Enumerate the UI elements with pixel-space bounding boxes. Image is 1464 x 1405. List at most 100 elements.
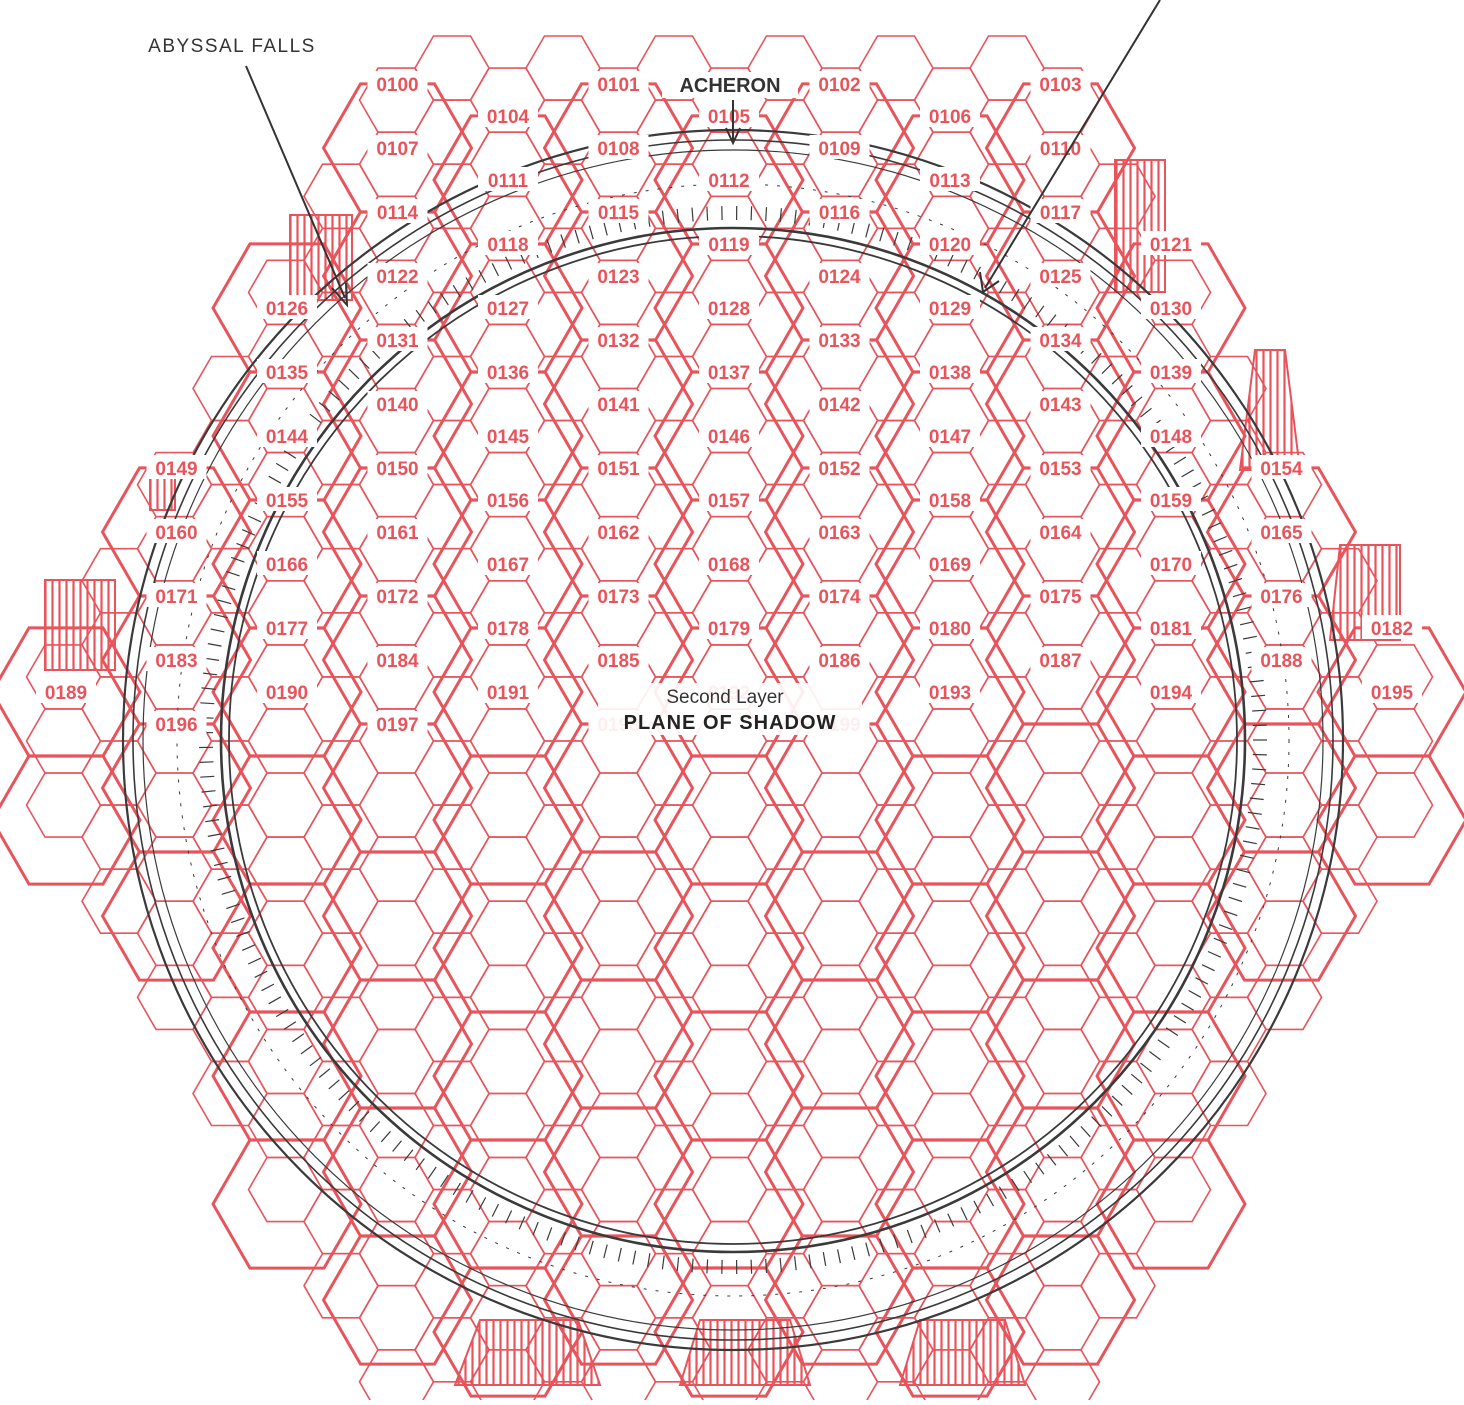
- hex-number-label: 0135: [266, 363, 309, 384]
- falls-tick: [618, 1248, 621, 1262]
- hex-cell: [193, 1061, 267, 1125]
- large-hex: [1097, 884, 1245, 1012]
- hex-cell: [27, 773, 101, 837]
- hex-number-label: 0163: [818, 523, 860, 544]
- falls-tick: [1092, 1117, 1102, 1127]
- hex-cell: [637, 741, 711, 805]
- falls-tick: [1219, 925, 1232, 930]
- hex-number-label: 0149: [155, 459, 197, 480]
- large-hex: [766, 852, 914, 980]
- hex-cell: [915, 837, 989, 901]
- hex-number-label: 0155: [266, 491, 309, 512]
- hex-cell: [1248, 901, 1322, 965]
- hex-cell: [637, 1126, 711, 1190]
- hex-number-label: 0112: [708, 171, 749, 192]
- hex-cell: [360, 901, 434, 965]
- hex-cell: [471, 901, 545, 965]
- hex-cell: [1081, 741, 1155, 805]
- falls-tick: [1059, 1145, 1068, 1156]
- hex-number-label: 0140: [376, 395, 418, 416]
- hex-cell: [471, 1094, 545, 1158]
- falls-tick: [1149, 1052, 1160, 1060]
- falls-tick: [381, 1131, 390, 1142]
- hex-cell: [415, 805, 489, 869]
- large-hex: [434, 1012, 582, 1140]
- hex-number-label: 0196: [155, 715, 197, 736]
- hex-number-label: 0119: [708, 235, 749, 256]
- hex-cell: [138, 901, 212, 965]
- hex-number-label: 0178: [487, 619, 529, 640]
- hex-number-label: 0106: [929, 107, 971, 128]
- hex-cell: [1081, 869, 1155, 933]
- hex-cell: [748, 1061, 822, 1125]
- hex-number-label: 0132: [597, 331, 639, 352]
- falls-tick: [1250, 681, 1264, 683]
- hex-number-label: 0118: [487, 235, 528, 256]
- hex-number-label: 0109: [818, 139, 860, 160]
- hex-number-label: 0171: [155, 587, 198, 608]
- falls-tick: [1081, 1126, 1090, 1136]
- falls-tick: [226, 571, 239, 576]
- falls-tick: [292, 1034, 304, 1042]
- hex-number-label: 0100: [376, 75, 418, 96]
- hex-cell: [1026, 1350, 1100, 1400]
- hex-number-label: 0122: [376, 267, 418, 288]
- falls-tick: [269, 997, 281, 1004]
- falls-tick: [284, 1022, 296, 1030]
- hex-cell: [859, 1126, 933, 1190]
- hex-number-label: 0146: [708, 427, 750, 448]
- falls-tick: [852, 1246, 855, 1260]
- large-hex: [655, 1012, 803, 1140]
- falls-tick: [1024, 1171, 1032, 1183]
- hex-number-label: 0152: [818, 459, 860, 480]
- hex-number-label: 0102: [818, 75, 860, 96]
- large-hex: [655, 884, 803, 1012]
- hex-number-label: 0136: [487, 363, 529, 384]
- hex-cell: [804, 837, 878, 901]
- hex-number-label: 0157: [708, 491, 750, 512]
- hex-number-label: 0142: [818, 395, 860, 416]
- falls-tick: [823, 1252, 825, 1266]
- falls-tick: [218, 600, 232, 604]
- hex-cell: [970, 677, 1044, 741]
- falls-tick: [1158, 1040, 1170, 1048]
- hex-cell: [1248, 773, 1322, 837]
- center-label-layer: Second Layer: [666, 687, 784, 708]
- hex-number-label: 0144: [266, 427, 309, 448]
- falls-tick: [1182, 470, 1194, 477]
- hex-number-label: 0175: [1039, 587, 1082, 608]
- hex-number-label: 0173: [597, 587, 639, 608]
- falls-tick: [907, 1230, 912, 1243]
- hex-number-label: 0187: [1039, 651, 1081, 672]
- falls-tick: [766, 207, 767, 221]
- falls-tick: [1202, 965, 1215, 971]
- hex-cell: [637, 933, 711, 997]
- falls-tick: [589, 226, 593, 240]
- hex-cell: [748, 741, 822, 805]
- hex-cell: [1026, 1286, 1100, 1350]
- large-hex: [213, 1140, 361, 1268]
- hex-number-label: 0183: [155, 651, 197, 672]
- large-hex: [987, 980, 1135, 1108]
- hex-number-label: 0159: [1150, 491, 1192, 512]
- hex-cell: [415, 997, 489, 1061]
- hex-cell: [693, 1158, 767, 1222]
- hex-cell: [1026, 1158, 1100, 1222]
- hex-cell: [193, 997, 267, 1061]
- falls-tick: [492, 263, 498, 276]
- hex-cell: [1026, 709, 1100, 773]
- hex-number-label: 0184: [376, 651, 419, 672]
- hex-cell: [1359, 709, 1433, 773]
- hex-cell: [1026, 901, 1100, 965]
- hex-cell: [582, 1094, 656, 1158]
- hex-cell: [915, 965, 989, 1029]
- falls-tick: [205, 658, 219, 660]
- falls-tick: [1208, 952, 1221, 958]
- hex-number-label: 0195: [1371, 683, 1414, 704]
- hex-number-label: 0120: [929, 235, 971, 256]
- hex-number-label: 0123: [597, 267, 639, 288]
- falls-tick: [961, 260, 967, 273]
- falls-tick: [1251, 695, 1265, 696]
- hex-cell: [693, 965, 767, 1029]
- hex-cell: [637, 997, 711, 1061]
